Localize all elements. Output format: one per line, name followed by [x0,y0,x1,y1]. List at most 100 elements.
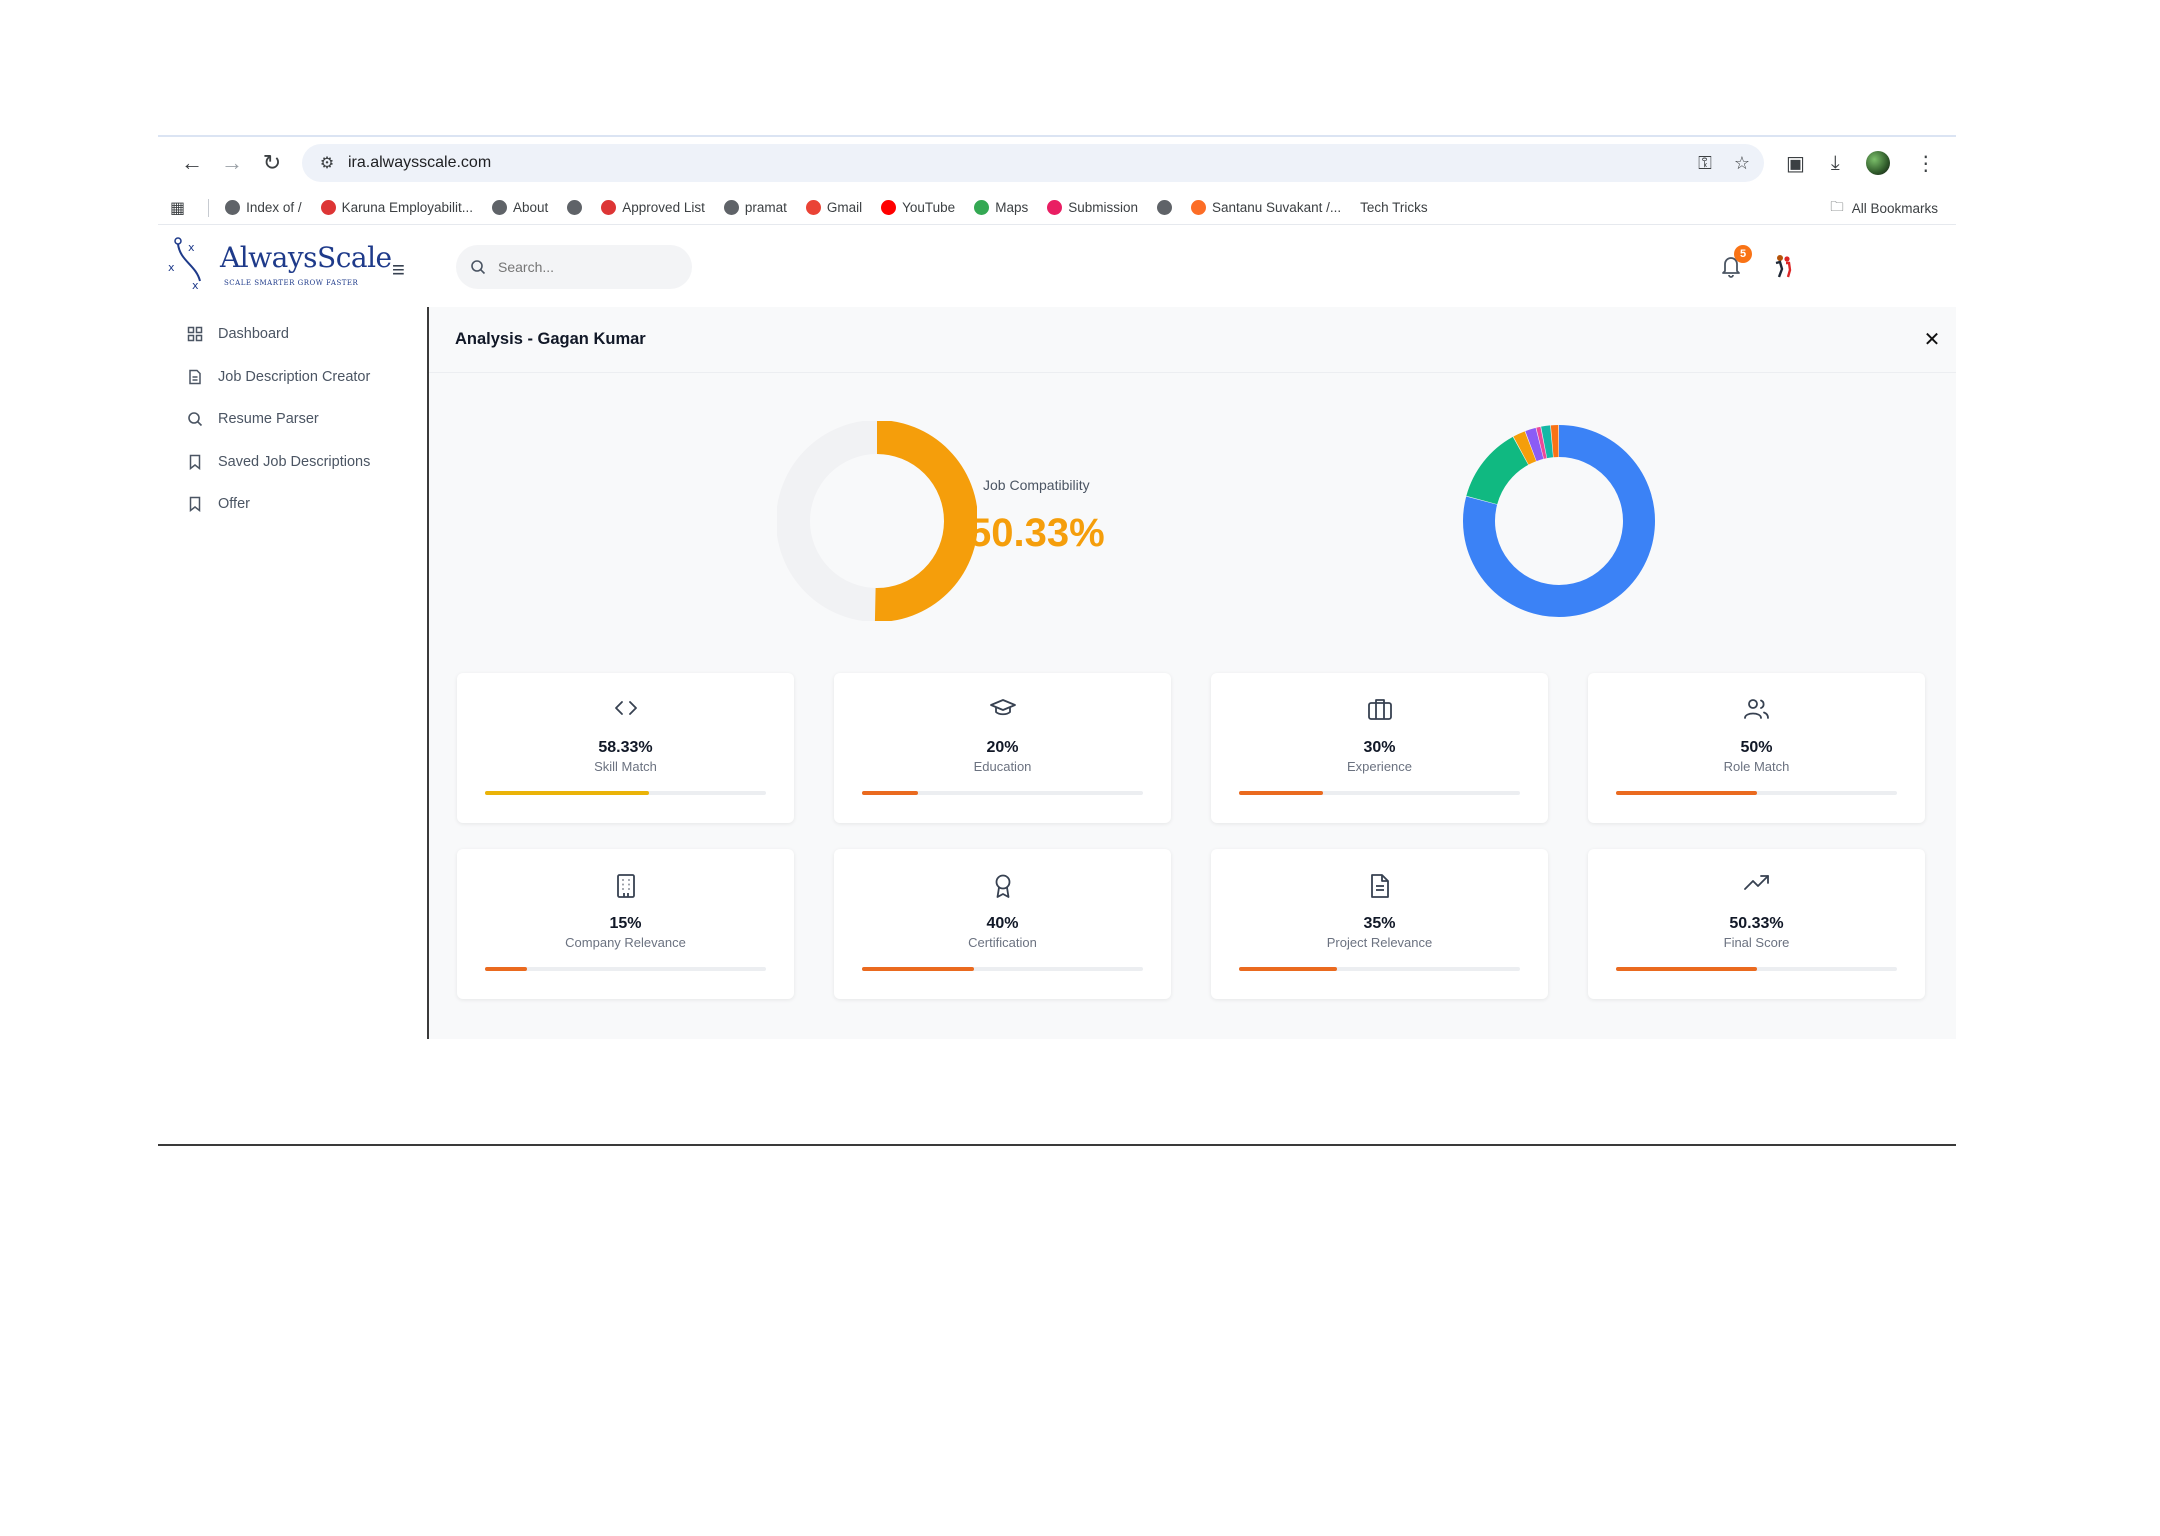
sidebar-item-label: Offer [218,496,250,513]
analysis-header: Analysis - Gagan Kumar ✕ [429,307,1956,373]
bookmark-item[interactable] [1157,200,1172,215]
metric-label: Company Relevance [565,935,686,950]
bookmark-item[interactable]: Gmail [805,200,863,215]
metric-label: Education [973,759,1032,774]
bookmark-list: Index of / Karuna Employabilit... About App… [225,200,1446,215]
code-icon [457,697,794,719]
reload-icon[interactable]: ↻ [262,150,282,175]
sidebar-item-resume-parser[interactable]: Resume Parser [158,398,428,441]
bookmark-icon [186,453,204,471]
sidebar: x x x AlwaysScale SCALE SMARTER GROW FAS… [158,227,428,1039]
metric-card-certification: 40% Certification [834,849,1171,999]
close-icon[interactable]: ✕ [1923,328,1941,351]
bookmark-star-icon[interactable]: ☆ [1733,152,1750,173]
metric-card-company-relevance: 15% Company Relevance [457,849,794,999]
compatibility-arc [874,421,977,621]
compatibility-summary: Job Compatibility 50.33% [969,477,1189,556]
bookmarks-bar: ▦ Index of / Karuna Employabilit... About A… [158,191,1956,225]
sidebar-item-label: Dashboard [218,326,289,343]
back-icon[interactable]: ← [181,150,203,175]
forward-icon[interactable]: → [221,150,243,175]
bookmark-item[interactable]: Maps [974,200,1028,215]
sidebar-item-dashboard[interactable]: Dashboard [158,313,428,356]
search-box[interactable] [456,245,692,289]
document-icon [186,368,204,386]
bookmark-item[interactable]: Santanu Suvakant /... [1191,200,1341,215]
breakdown-segment-0 [1463,425,1655,617]
progress-track [1239,791,1520,795]
metric-card-role-match: 50% Role Match [1588,673,1925,823]
progress-fill [1239,967,1338,971]
apps-grid-icon[interactable]: ▦ [170,199,186,217]
all-bookmarks-label: All Bookmarks [1851,200,1938,216]
site-settings-icon[interactable]: ⚙ [319,155,335,172]
file-text-icon [1211,873,1548,899]
bookmark-label: Karuna Employabilit... [341,200,473,215]
bookmark-item[interactable]: pramat [723,200,787,215]
logo[interactable]: x x x AlwaysScale SCALE SMARTER GROW FAS… [166,235,406,297]
bookmark-item[interactable] [567,200,583,215]
hamburger-menu-icon[interactable]: ≡ [392,257,405,282]
password-key-icon[interactable]: ⚿ [1698,152,1712,173]
sidebar-item-label: Resume Parser [218,411,319,428]
breakdown-segment-1 [1466,436,1529,505]
metric-cards: 58.33% Skill Match 20% Education 30% Experien… [457,673,1933,999]
metric-card-education: 20% Education [834,673,1171,823]
sidebar-item-offer[interactable]: Offer [158,483,428,526]
bookmarks-separator [208,198,210,217]
metric-card-final-score: 50.33% Final Score [1588,849,1925,999]
bookmark-label: Tech Tricks [1360,200,1428,215]
bookmark-item[interactable]: Submission [1047,200,1138,215]
building-icon [457,873,794,899]
bookmark-label: Maps [995,200,1029,215]
metric-label: Experience [1346,759,1413,774]
bookmark-label: Approved List [622,200,705,215]
progress-fill [862,791,919,795]
address-bar[interactable]: ⚙ ira.alwaysscale.com ⚿ ☆ [302,144,1764,182]
progress-track [485,791,766,795]
bookmark-item[interactable]: Approved List [601,200,705,215]
bookmark-item[interactable]: Karuna Employabilit... [320,200,473,215]
more-menu-icon[interactable]: ⋮ [1915,152,1936,175]
analysis-title: Analysis - Gagan Kumar [455,330,646,348]
user-avatar-icon[interactable] [1768,251,1798,281]
progress-fill [1239,791,1324,795]
bookmark-item[interactable]: Tech Tricks [1360,200,1428,215]
sidebar-item-saved-job-descriptions[interactable]: Saved Job Descriptions [158,441,428,484]
globe-icon [1157,200,1172,215]
download-icon[interactable]: ⤓ [1830,151,1840,174]
youtube-icon [881,200,897,215]
progress-fill [862,967,975,971]
maps-icon [974,200,990,215]
bookmark-item[interactable]: YouTube [881,200,955,215]
sidebar-item-job-description-creator[interactable]: Job Description Creator [158,356,428,399]
all-bookmarks[interactable]: 🗀 All Bookmarks [1830,191,1938,225]
top-header: 5 [428,227,1956,307]
breakdown-donut [1463,425,1655,617]
bookmark-item[interactable]: About [492,200,548,215]
metric-card-project-relevance: 35% Project Relevance [1211,849,1548,999]
bookmark-item[interactable]: Index of / [225,200,302,215]
breakdown-segment-2 [1513,431,1537,465]
angular-icon [601,200,617,215]
profile-avatar[interactable] [1865,151,1890,175]
metric-value: 50.33% [1729,915,1784,932]
logo-mark-icon: x x x [168,237,201,292]
breakdown-segment-5 [1541,425,1554,459]
bookmark-label: Gmail [826,200,863,215]
sidebar-menu: Dashboard Job Description Creator Resume P… [158,313,428,526]
notification-bell-icon[interactable] [1716,251,1746,281]
metric-value: 20% [986,739,1019,756]
progress-track [1239,967,1520,971]
bookmark-label: Submission [1068,200,1138,215]
metric-label: Project Relevance [1326,935,1433,950]
browser-toolbar: ← → ↻ ⚙ ira.alwaysscale.com ⚿ ☆ ▣ ⤓ ⋮ [158,137,1956,189]
analysis-panel: Analysis - Gagan Kumar ✕ Job Compatibili… [429,307,1956,1039]
sidebar-item-label: Job Description Creator [218,368,371,385]
search-icon [471,260,486,275]
extensions-icon[interactable]: ▣ [1786,152,1805,175]
folder-icon: 🗀 [1830,198,1844,214]
search-input[interactable] [498,259,668,275]
url-text[interactable]: ira.alwaysscale.com [348,154,492,171]
metric-value: 30% [1363,739,1396,756]
